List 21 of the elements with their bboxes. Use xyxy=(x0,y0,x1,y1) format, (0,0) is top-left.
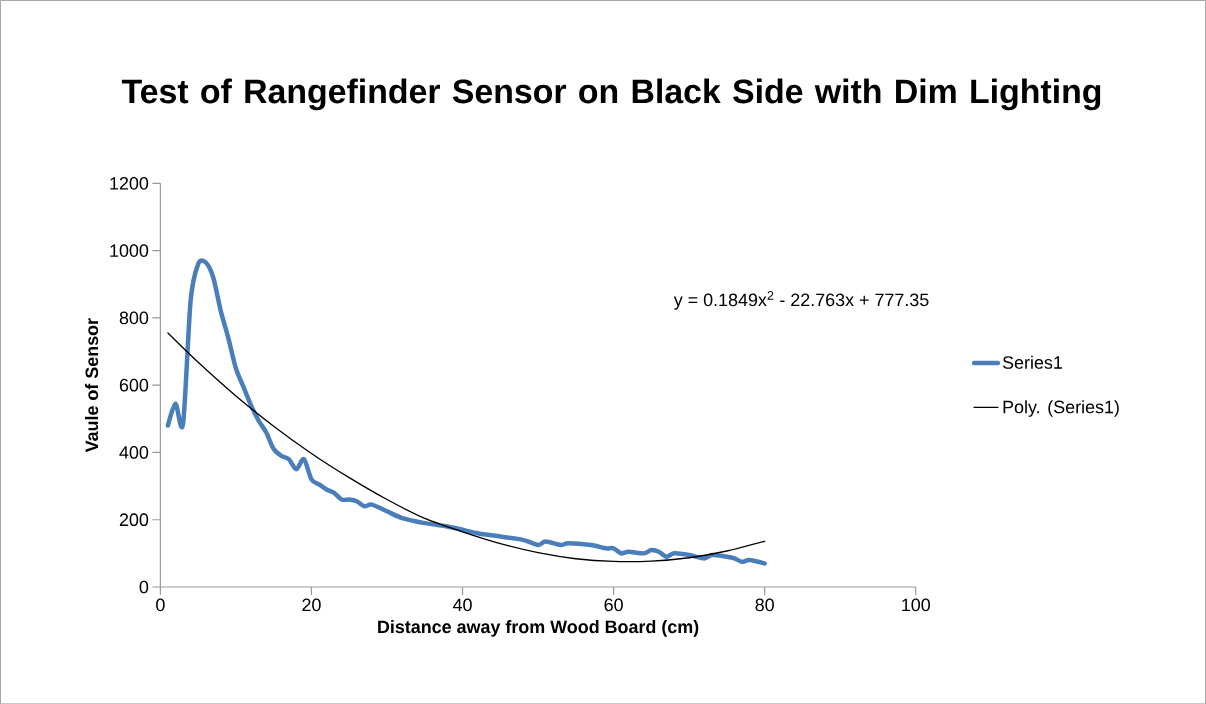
x-tick-label: 0 xyxy=(156,598,165,611)
y-tick-label: 800 xyxy=(119,311,149,325)
y-tick-label: 0 xyxy=(139,580,149,594)
x-tick-label: 60 xyxy=(604,598,623,611)
legend-label: Poly. (Series1) xyxy=(1003,399,1119,417)
y-tick-label: 600 xyxy=(119,378,149,392)
chart-title: Test of Rangefinder Sensor on Black Side with Dim Lighting xyxy=(121,78,1101,111)
y-tick-label: 1000 xyxy=(110,244,149,257)
x-tick-label: 100 xyxy=(902,598,931,611)
line-series xyxy=(167,332,766,563)
x-tick-label: 80 xyxy=(755,598,774,611)
x-axis-title: Distance away from Wood Board (cm) xyxy=(378,619,699,637)
line-series xyxy=(165,259,767,566)
legend-label: Series1 xyxy=(1002,355,1062,369)
y-tick-label: 200 xyxy=(119,513,149,526)
y-tick-label: 1200 xyxy=(110,176,149,190)
y-tick-label: 400 xyxy=(119,445,149,459)
y-axis-title: Vaule of Sensor xyxy=(85,318,99,453)
x-tick-label: 40 xyxy=(452,598,472,611)
x-tick-label: 20 xyxy=(302,598,321,611)
annotation: y = 0.1849x$^{2}$ - 22.763x + 777.35 xyxy=(673,290,929,310)
